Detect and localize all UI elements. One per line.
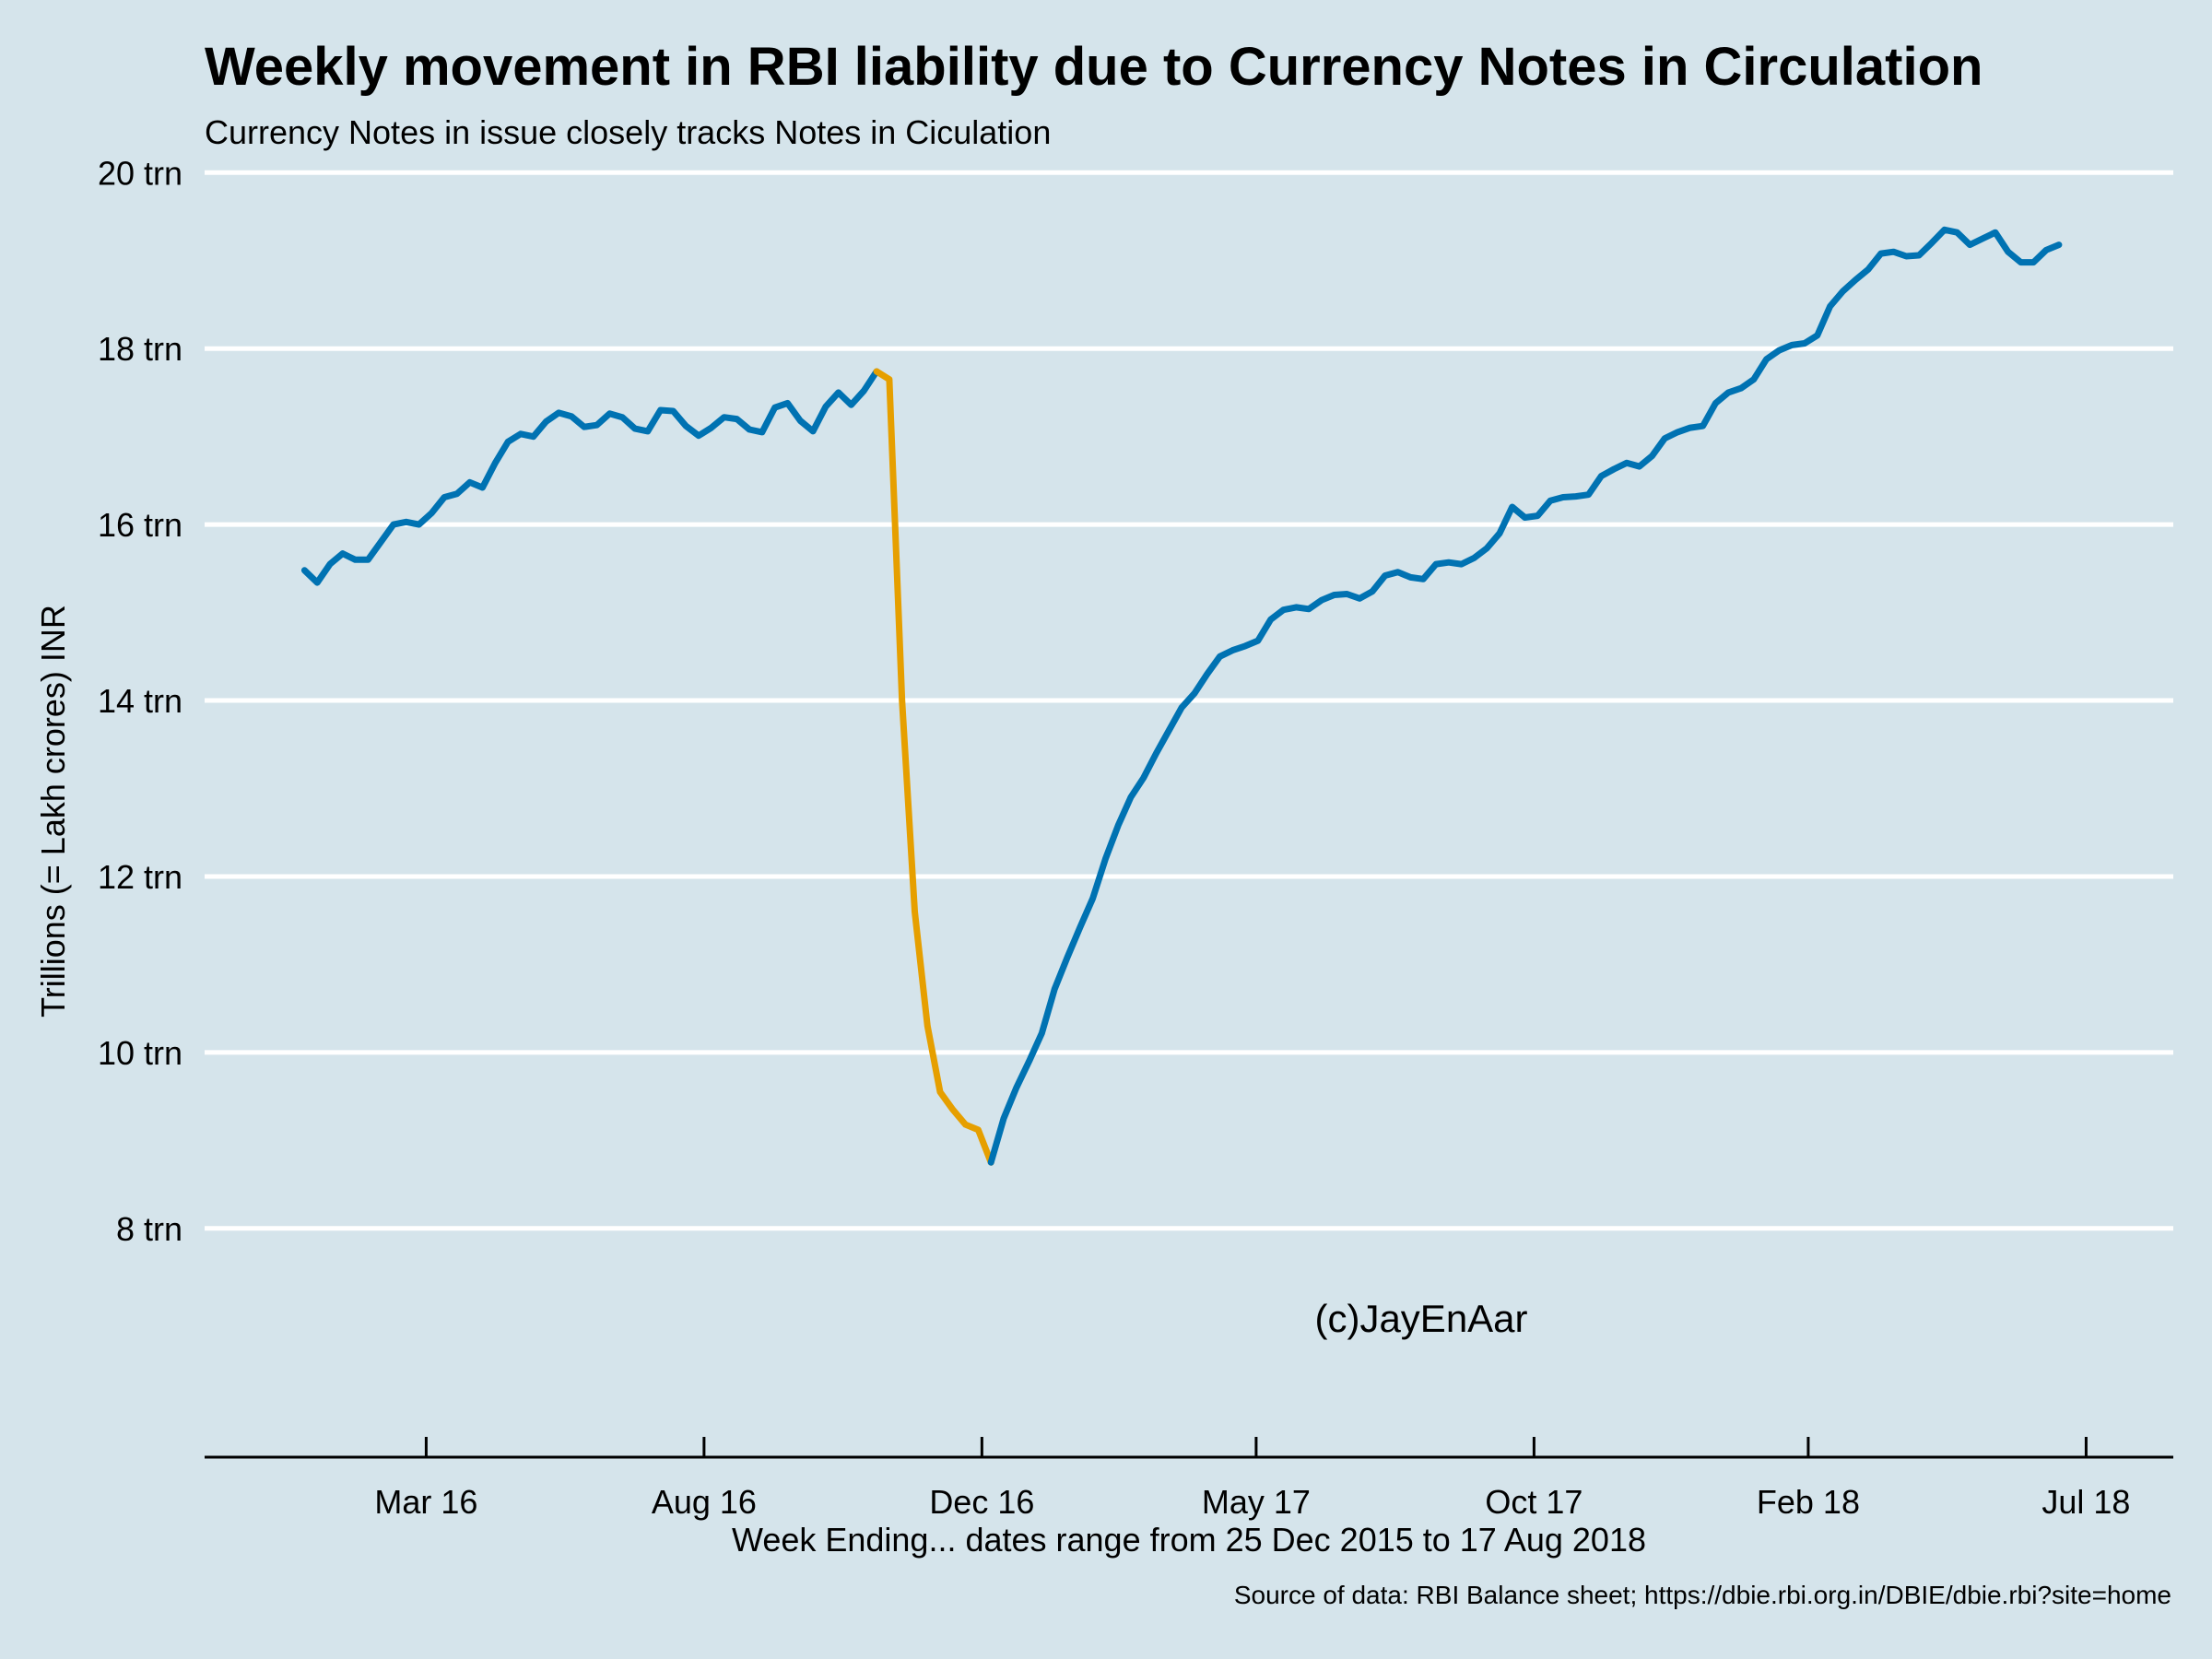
x-tick-label: May 17 bbox=[1202, 1483, 1311, 1521]
series-lines bbox=[300, 226, 2063, 1166]
x-tick-label: Feb 18 bbox=[1757, 1483, 1860, 1521]
x-tick-label: Mar 16 bbox=[374, 1483, 477, 1521]
x-axis-ticks: Mar 16 Aug 16 Dec 16 May 17 Oct 17 Feb 18 Jul … bbox=[374, 1437, 2130, 1521]
y-tick-label: 8 trn bbox=[116, 1210, 182, 1248]
x-axis-label: Week Ending... dates range from 25 Dec 2… bbox=[732, 1521, 1646, 1559]
source-caption: Source of data: RBI Balance sheet; https… bbox=[1234, 1581, 2171, 1609]
series-line bbox=[300, 368, 880, 586]
chart-title: Weekly movement in RBI liability due to … bbox=[205, 37, 1983, 97]
y-tick-label: 12 trn bbox=[98, 858, 182, 896]
y-tick-label: 14 trn bbox=[98, 682, 182, 720]
x-tick-label: Jul 18 bbox=[2041, 1483, 2130, 1521]
y-axis-ticks: 8 trn 10 trn 12 trn 14 trn 16 trn 18 trn 20 tr… bbox=[98, 154, 182, 1248]
watermark-annotation: (c)JayEnAar bbox=[1314, 1297, 1527, 1340]
series-line bbox=[987, 226, 2063, 1166]
x-tick-label: Dec 16 bbox=[929, 1483, 1034, 1521]
gridlines bbox=[205, 170, 2173, 1231]
y-axis-label: Trillions (= Lakh crores) INR bbox=[34, 605, 72, 1018]
y-tick-label: 10 trn bbox=[98, 1034, 182, 1072]
series-line bbox=[873, 368, 994, 1166]
x-tick-label: Oct 17 bbox=[1485, 1483, 1583, 1521]
y-tick-label: 16 trn bbox=[98, 506, 182, 544]
x-tick-label: Aug 16 bbox=[652, 1483, 757, 1521]
y-tick-label: 20 trn bbox=[98, 154, 182, 192]
chart-subtitle: Currency Notes in issue closely tracks N… bbox=[205, 113, 1051, 151]
y-tick-label: 18 trn bbox=[98, 330, 182, 368]
